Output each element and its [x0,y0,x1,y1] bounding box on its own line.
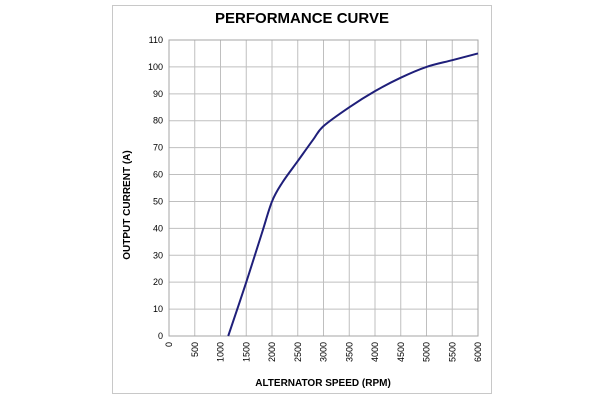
y-tick-label: 60 [153,170,163,180]
y-tick-label: 20 [153,277,163,287]
x-tick-label: 1000 [216,342,226,362]
y-tick-label: 0 [158,331,163,341]
tick-labels: 0 500 1000 1500 2000 2500 3000 3500 4000 4500 5000… [148,35,483,362]
x-tick-label: 2000 [267,342,277,362]
chart-frame [112,5,492,394]
y-tick-label: 10 [153,304,163,314]
y-tick-label: 80 [153,116,163,126]
grid-lines [168,39,479,337]
chart-title: PERFORMANCE CURVE [215,10,389,27]
y-tick-label: 70 [153,143,163,153]
plot-area-border [168,39,479,337]
x-tick-label: 0 [164,342,174,347]
y-tick-label: 110 [149,35,163,45]
x-axis-label: ALTERNATOR SPEED (RPM) [255,378,391,389]
x-tick-label: 3000 [319,342,329,362]
x-tick-label: 4000 [370,342,380,362]
y-tick-label: 30 [153,250,163,260]
y-tick-label: 50 [153,196,163,206]
y-tick-label: 90 [153,89,163,99]
x-tick-label: 2500 [293,342,303,362]
x-tick-label: 6000 [473,342,483,362]
x-tick-label: 4500 [396,342,406,362]
x-tick-label: 1500 [241,342,251,362]
x-tick-label: 5000 [422,342,432,362]
y-tick-label: 100 [148,62,163,72]
series-line [227,52,479,337]
y-tick-label: 40 [153,223,163,233]
x-tick-label: 500 [190,342,200,357]
x-tick-label: 5500 [447,342,457,362]
x-tick-label: 3500 [344,342,354,362]
y-axis-label: OUTPUT CURRENT (A) [122,150,133,259]
